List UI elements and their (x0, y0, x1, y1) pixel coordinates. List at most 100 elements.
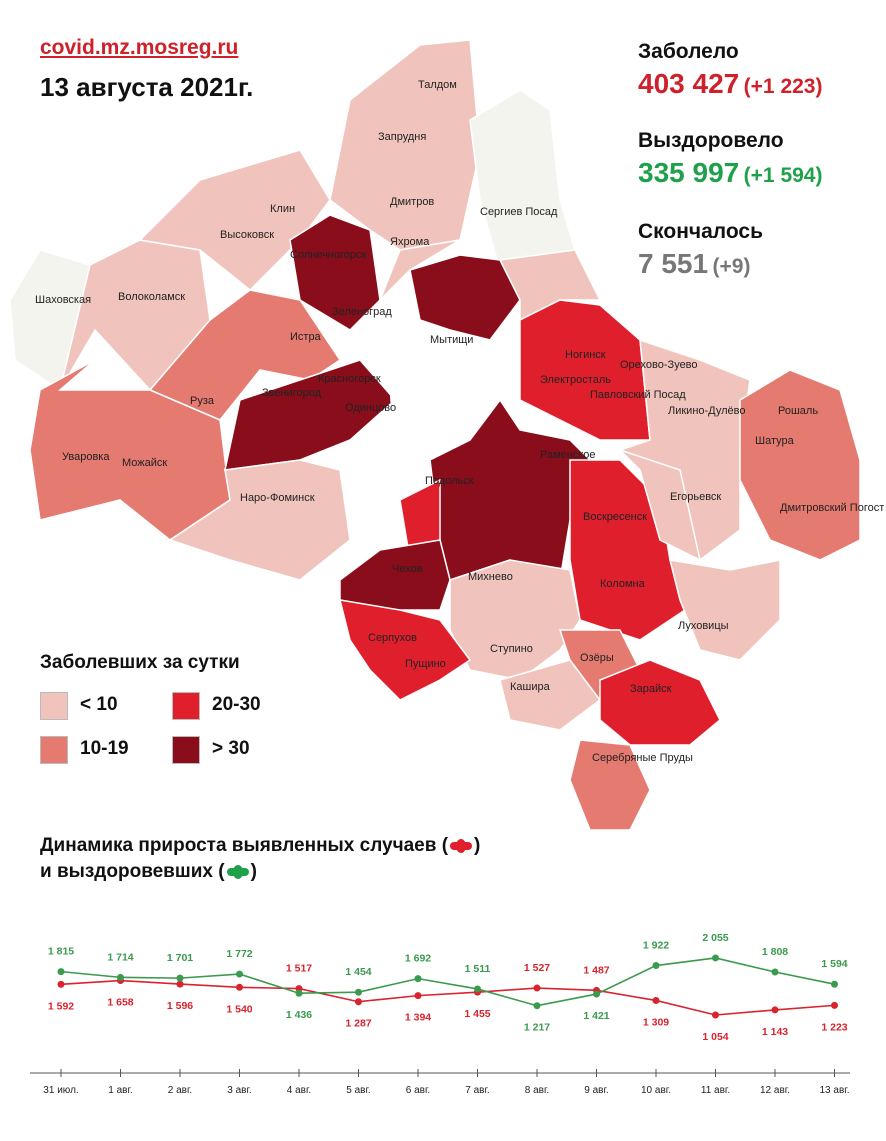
recovered-value: 335 997 (638, 157, 740, 188)
cases-point (831, 1001, 838, 1009)
map-region (668, 559, 781, 661)
town-label: Наро-Фоминск (240, 492, 315, 504)
recovered-data-label: 1 594 (821, 958, 847, 970)
died-delta: (+9) (712, 255, 751, 278)
recovered-data-label: 1 692 (405, 953, 431, 965)
legend-swatch-lt10 (40, 692, 68, 720)
legend-label: 10-19 (80, 738, 129, 759)
cases-point (712, 1011, 719, 1019)
x-tick-label: 11 авг. (701, 1085, 730, 1096)
town-label: Волоколамск (118, 291, 185, 303)
town-label: Солнечногорск (290, 249, 366, 261)
legend-swatch-10-19 (40, 736, 68, 764)
site-link[interactable]: covid.mz.mosreg.ru (40, 36, 239, 59)
cases-data-label: 1 287 (345, 1018, 371, 1030)
town-label: Одинцово (345, 402, 396, 414)
recovered-point (295, 989, 303, 997)
legend-label: > 30 (212, 738, 250, 759)
region-map: Талдом Запрудня Дмитров Яхрома Сергиев Посад… (9, 39, 884, 831)
town-label: Ногинск (565, 349, 606, 361)
recovered-data-label: 1 511 (465, 963, 491, 975)
recovered-data-label: 1 922 (643, 940, 669, 952)
cases-data-label: 1 487 (583, 964, 609, 976)
infected-value: 403 427 (638, 68, 740, 99)
recovered-point (414, 975, 422, 983)
recovered-data-label: 1 714 (107, 951, 133, 963)
x-tick-label: 6 авг. (406, 1085, 430, 1096)
town-label: Серпухов (368, 632, 417, 644)
map-region (599, 659, 721, 746)
cases-data-label: 1 309 (643, 1016, 669, 1028)
cases-data-label: 1 223 (821, 1021, 847, 1033)
recovered-delta: (+1 594) (743, 164, 823, 187)
chart-title-line2: и выздоровевших ( (40, 861, 225, 882)
cases-point (57, 980, 65, 988)
town-label: Талдом (418, 79, 457, 91)
town-label: Воскресенск (583, 511, 647, 523)
recovered-stat: Выздоровело 335 997 (+1 594) (638, 129, 822, 189)
x-tick-label: 5 авг. (346, 1085, 370, 1096)
cases-point (652, 996, 660, 1004)
town-label: Сергиев Посад (480, 206, 558, 218)
town-label: Звенигород (262, 387, 322, 399)
infected-label: Заболело (638, 40, 739, 63)
town-label: Ликино-Дулёво (668, 405, 746, 417)
cases-line (60, 979, 835, 1016)
town-label: Электросталь (540, 374, 611, 386)
recovered-label: Выздоровело (638, 129, 784, 152)
map-region (339, 539, 451, 611)
recovered-point (831, 980, 838, 988)
x-tick-label: 10 авг. (641, 1085, 671, 1096)
recovered-point (712, 954, 719, 962)
legend-label: 20-30 (212, 694, 261, 715)
recovered-line (60, 957, 835, 1007)
recovered-data-label: 1 454 (345, 966, 371, 978)
town-label: Запрудня (378, 131, 426, 143)
cases-data-label: 1 143 (762, 1026, 788, 1038)
x-tick-label: 9 авг. (584, 1085, 608, 1096)
legend-swatch-gt30 (172, 736, 200, 764)
moscow-city-area (390, 345, 470, 445)
cases-legend-marker (450, 838, 473, 853)
town-label: Серебряные Пруды (592, 752, 693, 764)
recovered-point (533, 1002, 541, 1010)
infected-stat: Заболело 403 427 (+1 223) (638, 40, 822, 100)
town-label: Можайск (122, 457, 167, 469)
town-label: Дмитров (390, 196, 434, 208)
recovered-data-label: 1 815 (48, 946, 74, 958)
recovered-data-label: 1 217 (524, 1022, 550, 1034)
report-date: 13 августа 2021г. (40, 72, 254, 102)
cases-data-label: 1 455 (464, 1008, 490, 1020)
map-region (379, 239, 461, 301)
x-tick-label: 2 авг. (168, 1085, 192, 1096)
chart-title: Динамика прироста выявленных случаев () … (40, 835, 481, 882)
cases-data-label: 1 540 (226, 1003, 252, 1015)
legend-swatch-20-30 (172, 692, 200, 720)
town-label: Луховицы (678, 620, 729, 632)
town-label: Орехово-Зуево (620, 359, 698, 371)
died-stat: Скончалось 7 551 (+9) (638, 220, 763, 280)
legend-label: < 10 (80, 694, 118, 715)
x-tick-label: 8 авг. (525, 1085, 549, 1096)
town-label: Клин (270, 203, 295, 215)
town-label: Кашира (510, 681, 551, 693)
recovered-data-label: 1 421 (583, 1010, 609, 1022)
cases-point (533, 984, 541, 992)
map-region (569, 739, 651, 831)
map-region (409, 254, 521, 341)
recovered-point (593, 990, 600, 998)
x-tick-label: 3 авг. (227, 1085, 251, 1096)
map-region (469, 89, 576, 271)
town-label: Озёры (580, 652, 614, 664)
cases-data-label: 1 517 (286, 963, 312, 975)
legend-title: Заболевших за сутки (40, 652, 240, 673)
map-region (338, 599, 472, 701)
recovered-point (57, 968, 65, 976)
cases-data-label: 1 394 (405, 1012, 431, 1024)
town-label: Чехов (392, 563, 423, 575)
recovered-data-label: 1 808 (762, 946, 788, 958)
cases-point (355, 998, 362, 1006)
cases-data-label: 1 527 (524, 962, 550, 974)
cases-data-label: 1 592 (48, 1000, 74, 1012)
recovered-data-label: 1 436 (286, 1009, 312, 1021)
